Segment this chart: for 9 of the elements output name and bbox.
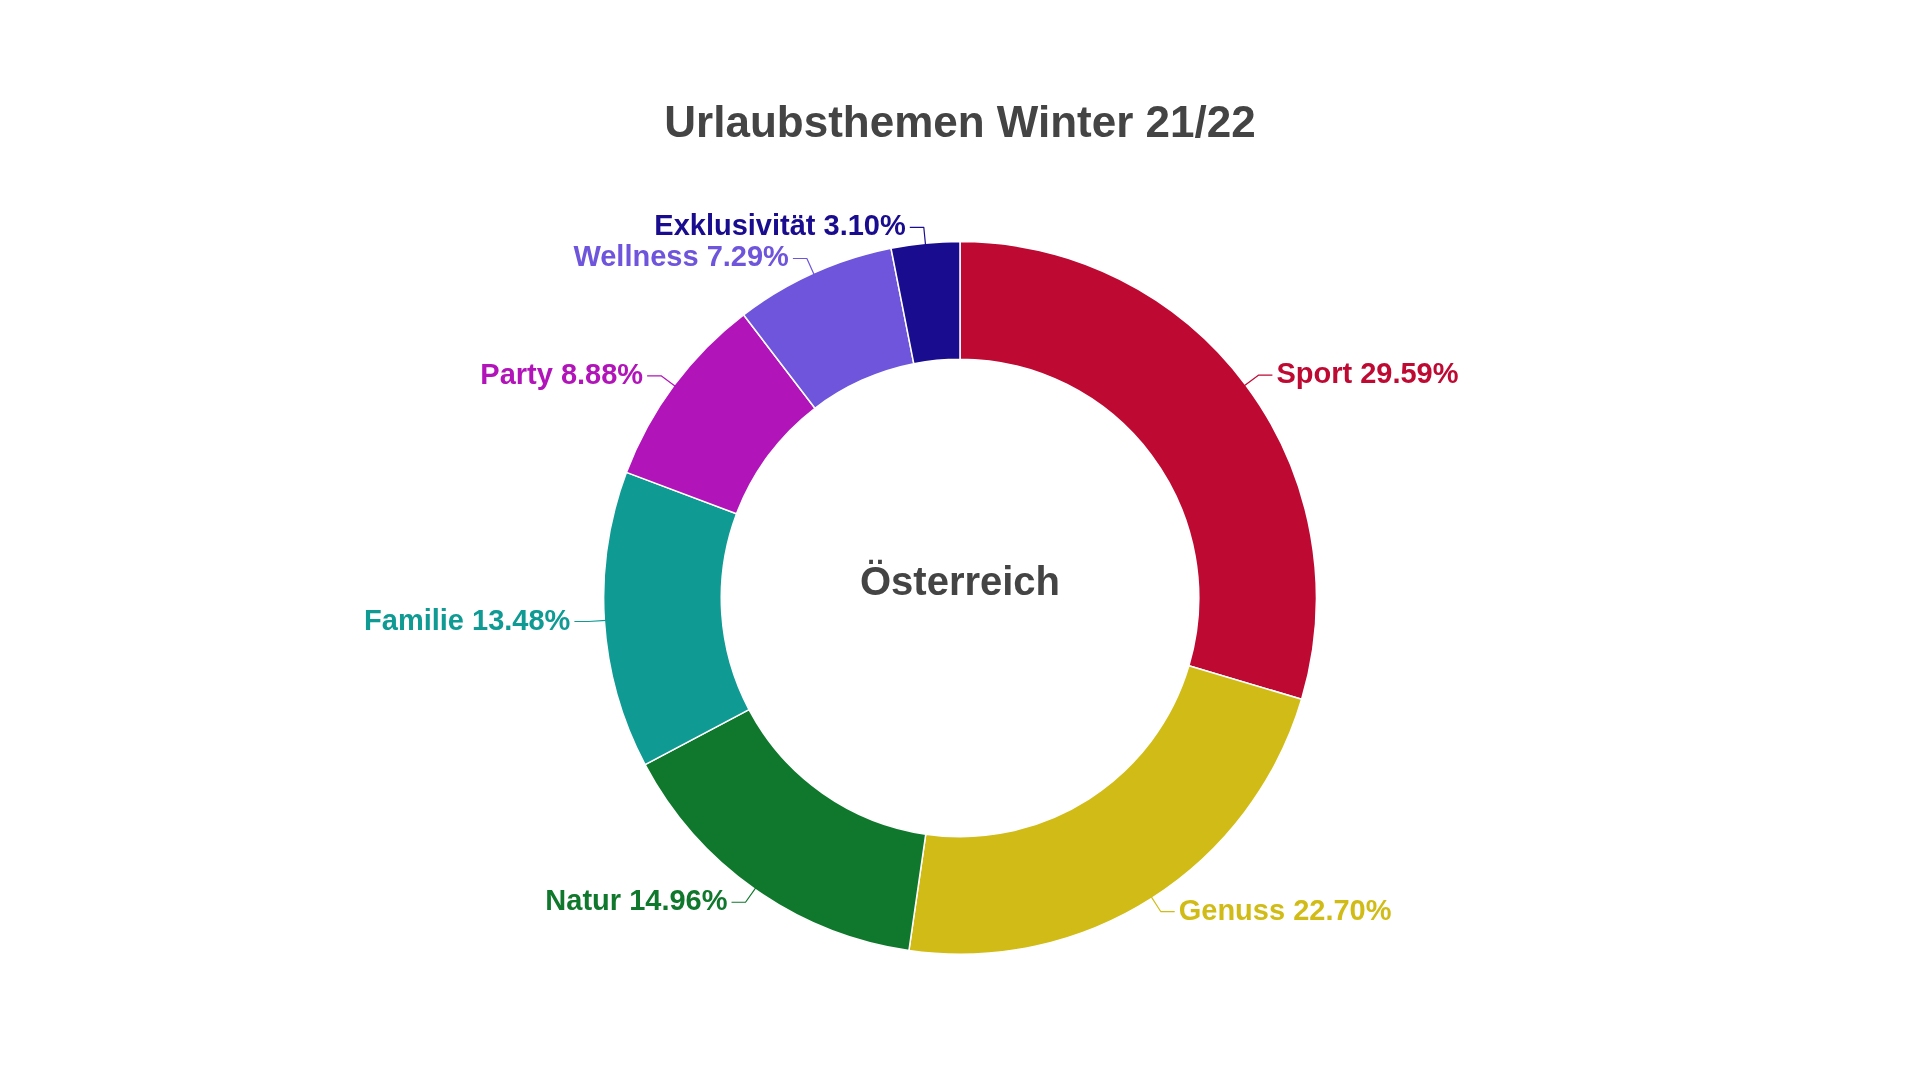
slice-label: Familie 13.48% (364, 603, 571, 636)
chart-title: Urlaubsthemen Winter 21/22 (664, 96, 1256, 146)
slice-label: Natur 14.96% (545, 884, 728, 917)
text: Österreich (859, 558, 1061, 603)
slice-label: Party 8.88% (480, 357, 644, 390)
slice-label: Sport 29.59% (1276, 357, 1459, 390)
slice-label: Genuss 22.70% (1178, 893, 1392, 926)
slice-label: Exklusivität 3.10% (654, 209, 906, 242)
slice-label: Wellness 7.29% (573, 240, 790, 273)
